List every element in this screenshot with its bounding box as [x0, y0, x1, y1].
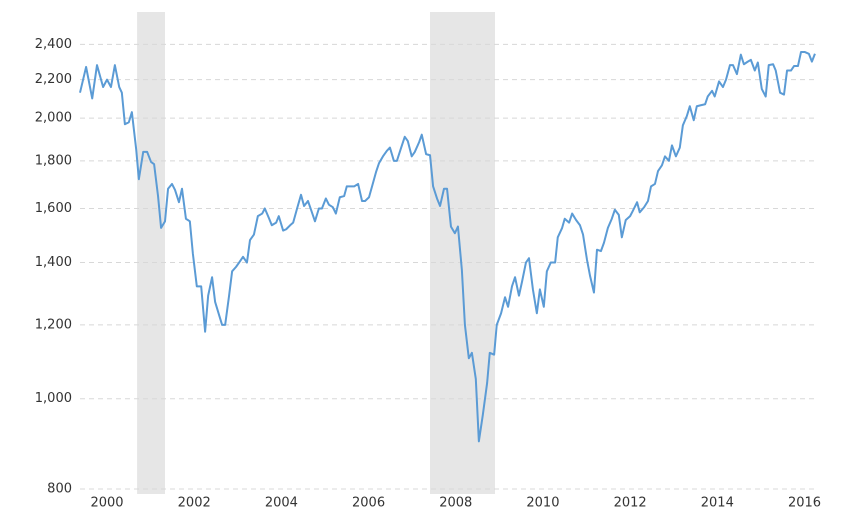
x-tick-label: 2006 [352, 496, 385, 511]
y-tick-label: 1,800 [35, 153, 72, 168]
x-tick-label: 2004 [265, 496, 298, 511]
y-tick-label: 1,000 [35, 391, 72, 406]
x-tick-label: 2000 [90, 496, 123, 511]
y-tick-label: 1,200 [35, 317, 72, 332]
x-tick-label: 2008 [439, 496, 472, 511]
y-tick-label: 1,600 [35, 201, 72, 216]
x-tick-label: 2002 [178, 496, 211, 511]
x-tick-label: 2014 [701, 496, 734, 511]
y-tick-label: 2,200 [35, 72, 72, 87]
shaded-period [430, 12, 495, 494]
x-tick-label: 2010 [526, 496, 559, 511]
y-tick-label: 2,000 [35, 111, 72, 126]
shaded-period [137, 12, 166, 494]
y-tick-label: 1,400 [35, 255, 72, 270]
y-tick-label: 2,400 [35, 37, 72, 52]
data-line [79, 51, 816, 443]
x-tick-label: 2016 [788, 496, 821, 511]
y-tick-label: 800 [47, 482, 72, 497]
x-tick-label: 2012 [614, 496, 647, 511]
